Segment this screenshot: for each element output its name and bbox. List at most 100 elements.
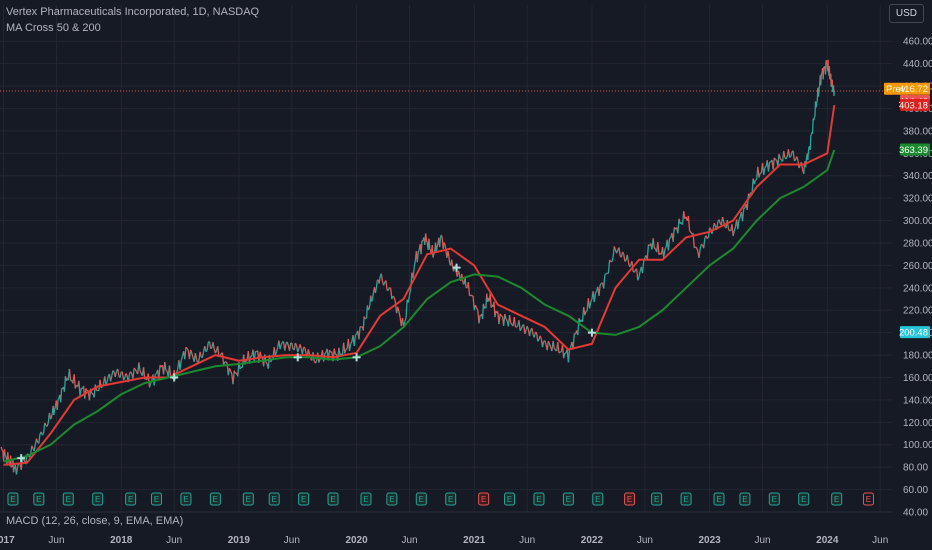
earnings-label: E bbox=[481, 495, 486, 504]
price-segment bbox=[68, 368, 72, 381]
earnings-marker[interactable]: E bbox=[268, 492, 280, 506]
earnings-label: E bbox=[716, 495, 721, 504]
earnings-label: E bbox=[801, 495, 806, 504]
price-segment bbox=[798, 164, 801, 169]
price-segment bbox=[452, 268, 456, 272]
price-segment bbox=[417, 249, 420, 253]
earnings-label: E bbox=[834, 495, 839, 504]
earnings-marker[interactable]: E bbox=[533, 492, 545, 506]
price-segment bbox=[201, 351, 205, 358]
cross-marker bbox=[17, 454, 26, 463]
earnings-marker[interactable]: E bbox=[242, 492, 254, 506]
earnings-marker[interactable]: E bbox=[327, 492, 339, 506]
earnings-marker[interactable]: E bbox=[386, 492, 398, 506]
earnings-marker[interactable]: E bbox=[768, 492, 780, 506]
earnings-marker[interactable]: E bbox=[680, 492, 692, 506]
x-tick-label: 2019 bbox=[228, 535, 251, 546]
price-segment bbox=[194, 353, 198, 360]
earnings-marker[interactable]: E bbox=[592, 492, 604, 506]
price-segment bbox=[633, 269, 637, 273]
price-segment bbox=[190, 349, 193, 354]
price-segment bbox=[232, 370, 235, 385]
earnings-marker[interactable]: E bbox=[445, 492, 457, 506]
earnings-marker[interactable]: E bbox=[62, 492, 74, 506]
price-segment bbox=[301, 347, 305, 355]
price-segment bbox=[217, 346, 220, 357]
price-segment bbox=[416, 251, 419, 263]
price-segment bbox=[478, 314, 481, 324]
price-segment bbox=[764, 165, 767, 169]
price-segment bbox=[408, 288, 412, 296]
price-segment bbox=[809, 136, 812, 150]
earnings-marker[interactable]: E bbox=[7, 492, 19, 506]
price-segment bbox=[557, 341, 560, 354]
price-segment bbox=[757, 166, 760, 178]
price-segment bbox=[4, 455, 7, 458]
price-segment bbox=[533, 331, 537, 338]
earnings-marker[interactable]: E bbox=[92, 492, 104, 506]
earnings-marker[interactable]: E bbox=[415, 492, 427, 506]
price-segment bbox=[783, 150, 786, 158]
earnings-marker[interactable]: E bbox=[504, 492, 516, 506]
earnings-marker[interactable]: E bbox=[360, 492, 372, 506]
earnings-marker[interactable]: E bbox=[33, 492, 45, 506]
price-segment bbox=[280, 341, 284, 345]
price-segment bbox=[100, 386, 103, 389]
price-segment bbox=[775, 159, 777, 161]
price-segment bbox=[204, 346, 207, 352]
earnings-marker[interactable]: E bbox=[562, 492, 574, 506]
earnings-marker[interactable]: E bbox=[125, 492, 137, 506]
earnings-marker[interactable]: E bbox=[478, 492, 490, 506]
price-segment bbox=[813, 116, 816, 119]
ma200-line bbox=[3, 149, 836, 463]
y-tick-label: 80.00 bbox=[903, 463, 928, 474]
price-segment bbox=[230, 370, 233, 375]
earnings-marker[interactable]: E bbox=[624, 492, 636, 506]
price-segment bbox=[489, 292, 492, 308]
price-segment bbox=[225, 361, 228, 364]
earnings-marker[interactable]: E bbox=[298, 492, 310, 506]
price-segment bbox=[420, 240, 423, 255]
price-segment bbox=[646, 244, 650, 260]
earnings-label: E bbox=[507, 495, 512, 504]
price-segment bbox=[698, 248, 701, 258]
price-segment bbox=[476, 307, 479, 311]
price-segment bbox=[451, 259, 454, 266]
earnings-marker[interactable]: E bbox=[862, 492, 874, 506]
earnings-marker[interactable]: E bbox=[713, 492, 725, 506]
earnings-marker[interactable]: E bbox=[151, 492, 163, 506]
price-segment bbox=[792, 150, 795, 161]
price-segment bbox=[663, 249, 666, 259]
price-segment bbox=[820, 73, 823, 86]
badge-value: 363.39 bbox=[899, 145, 928, 156]
x-tick-label: Jun bbox=[401, 535, 417, 546]
earnings-label: E bbox=[742, 495, 747, 504]
earnings-marker[interactable]: E bbox=[209, 492, 221, 506]
price-segment bbox=[199, 351, 202, 357]
price-segment bbox=[624, 259, 627, 262]
currency-button[interactable]: USD bbox=[888, 4, 924, 23]
earnings-marker[interactable]: E bbox=[798, 492, 810, 506]
badge-value: 200.48 bbox=[899, 328, 928, 339]
price-segment bbox=[322, 353, 326, 362]
price-segment bbox=[397, 306, 400, 312]
x-tick-label: 2020 bbox=[345, 535, 368, 546]
price-segment bbox=[609, 259, 612, 263]
price-segment bbox=[350, 341, 353, 345]
price-segment bbox=[275, 347, 279, 352]
price-segment bbox=[746, 193, 750, 210]
earnings-marker[interactable]: E bbox=[651, 492, 663, 506]
price-segment bbox=[612, 246, 615, 258]
price-segment bbox=[389, 286, 392, 289]
price-segment bbox=[726, 219, 730, 229]
earnings-marker[interactable]: E bbox=[180, 492, 192, 506]
earnings-label: E bbox=[128, 495, 133, 504]
earnings-marker[interactable]: E bbox=[831, 492, 843, 506]
price-segment bbox=[733, 226, 737, 232]
earnings-label: E bbox=[419, 495, 424, 504]
price-segment bbox=[46, 422, 49, 427]
price-segment bbox=[815, 103, 818, 108]
earnings-marker[interactable]: E bbox=[739, 492, 751, 506]
price-segment bbox=[265, 361, 268, 365]
